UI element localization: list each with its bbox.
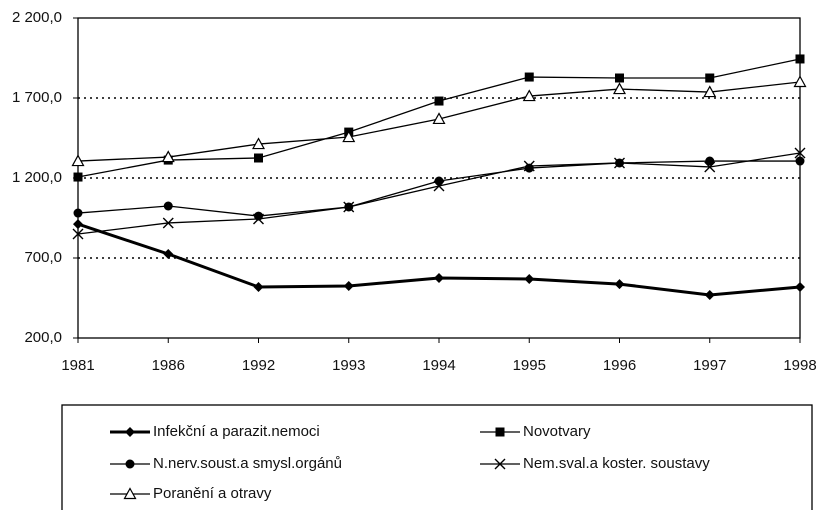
- x-tick-label: 1996: [603, 357, 636, 374]
- y-tick-label: 2 200,0: [12, 9, 62, 26]
- legend-label: Poranění a otravy: [153, 485, 272, 502]
- y-tick-label: 1 200,0: [12, 169, 62, 186]
- marker: [343, 281, 354, 291]
- marker: [705, 73, 715, 83]
- marker: [163, 201, 173, 211]
- y-tick-label: 1 700,0: [12, 89, 62, 106]
- marker: [125, 427, 135, 437]
- x-tick-label: 1997: [693, 357, 726, 374]
- marker: [72, 228, 84, 240]
- marker: [343, 201, 355, 213]
- marker: [73, 208, 83, 218]
- marker: [251, 137, 266, 150]
- legend-label: N.nerv.soust.a smysl.orgánů: [153, 455, 342, 472]
- legend-label: Nem.sval.a koster. soustavy: [523, 455, 710, 472]
- marker: [433, 180, 445, 192]
- marker: [614, 279, 625, 290]
- marker: [73, 219, 83, 230]
- x-tick-label: 1981: [61, 357, 94, 374]
- marker: [794, 147, 806, 159]
- marker: [123, 487, 137, 500]
- x-tick-label: 1986: [152, 357, 185, 374]
- x-tick-label: 1993: [332, 357, 365, 374]
- marker: [703, 85, 717, 98]
- y-tick-label: 700,0: [24, 249, 62, 266]
- legend-label: Infekční a parazit.nemoci: [153, 423, 320, 440]
- marker: [522, 89, 536, 102]
- series-line: [77, 152, 801, 235]
- marker: [253, 213, 264, 225]
- marker: [523, 160, 535, 172]
- marker: [524, 273, 535, 284]
- marker: [793, 75, 807, 88]
- marker: [795, 281, 805, 292]
- x-tick-label: 1994: [422, 357, 455, 374]
- marker: [795, 54, 805, 64]
- marker: [495, 427, 505, 437]
- marker: [524, 72, 534, 82]
- marker: [253, 281, 264, 292]
- marker: [524, 163, 534, 173]
- marker: [434, 273, 444, 283]
- marker: [795, 156, 805, 166]
- marker: [71, 154, 85, 167]
- x-tick-label: 1998: [783, 357, 816, 374]
- legend-label: Novotvary: [523, 423, 591, 440]
- marker: [704, 161, 716, 173]
- marker: [342, 130, 356, 143]
- marker: [705, 156, 715, 166]
- marker: [125, 459, 135, 469]
- marker: [434, 96, 444, 106]
- marker: [161, 150, 175, 163]
- marker: [612, 82, 627, 95]
- marker: [615, 73, 624, 83]
- x-tick-label: 1995: [513, 357, 546, 374]
- marker: [73, 172, 83, 182]
- marker: [434, 176, 444, 186]
- marker: [162, 217, 174, 229]
- marker: [614, 157, 625, 169]
- marker: [163, 249, 174, 259]
- x-tick-label: 1992: [242, 357, 275, 374]
- marker: [494, 458, 506, 470]
- y-tick-label: 200,0: [24, 329, 62, 346]
- marker: [704, 289, 715, 300]
- legend-box: [61, 404, 813, 510]
- marker: [254, 153, 263, 163]
- marker: [432, 112, 446, 125]
- series-line: [77, 222, 801, 297]
- series-line: [77, 160, 800, 217]
